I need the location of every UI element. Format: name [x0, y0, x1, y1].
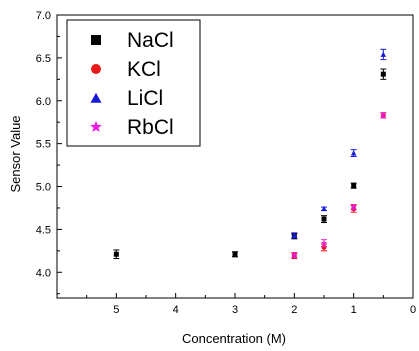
star-marker — [321, 240, 327, 246]
y-tick-label: 5.0 — [36, 182, 51, 194]
legend-label-nacl: NaCl — [127, 29, 174, 52]
y-tick-label: 6.5 — [36, 53, 51, 65]
data-layer — [113, 48, 387, 260]
data-point-nacl — [350, 182, 357, 189]
x-tick-label: 2 — [291, 304, 297, 316]
x-tick-label: 0 — [410, 304, 416, 316]
data-point-licl — [350, 149, 357, 157]
legend: NaCl KCl LiCl RbCl — [66, 19, 201, 147]
legend-circle-icon — [91, 64, 101, 74]
square-marker — [380, 71, 386, 77]
legend-label-licl: LiCl — [127, 87, 163, 110]
y-tick-label: 4.5 — [36, 224, 51, 236]
legend-square-icon — [91, 35, 101, 45]
legend-label-kcl: KCl — [127, 58, 161, 81]
square-marker — [321, 216, 327, 222]
data-point-nacl — [321, 215, 327, 224]
data-point-nacl — [232, 251, 238, 258]
triangle-marker — [291, 232, 298, 238]
triangle-marker — [380, 51, 387, 57]
legend-label-rbcl: RbCl — [127, 116, 174, 139]
x-tick-label: 1 — [351, 304, 357, 316]
y-tick-label: 7.0 — [36, 10, 51, 22]
data-point-rbcl — [350, 204, 357, 211]
y-tick-label: 4.0 — [36, 267, 51, 279]
y-tick-label: 5.5 — [36, 139, 51, 151]
data-point-rbcl — [380, 112, 387, 119]
data-point-nacl — [380, 68, 387, 80]
star-marker — [291, 252, 298, 258]
triangle-marker — [350, 150, 357, 156]
x-axis: 5 4 3 2 1 0 — [86, 293, 416, 316]
legend-box — [66, 19, 201, 147]
legend-triangle-icon — [90, 92, 102, 103]
star-marker — [350, 204, 357, 210]
square-marker — [351, 183, 357, 189]
y-axis: 4.0 4.5 5.0 5.5 6.0 6.5 7.0 — [36, 10, 62, 295]
square-marker — [232, 251, 238, 257]
data-point-rbcl — [321, 239, 327, 248]
x-tick-label: 3 — [232, 304, 238, 316]
y-axis-title: Sensor Value — [8, 115, 23, 192]
x-tick-label: 4 — [173, 304, 179, 316]
legend-star-icon — [90, 120, 102, 133]
data-point-licl — [291, 232, 298, 239]
triangle-marker — [321, 205, 327, 212]
square-marker — [113, 251, 119, 257]
x-axis-title: Concentration (M) — [182, 331, 286, 346]
y-tick-label: 6.0 — [36, 96, 51, 108]
x-tick-label: 5 — [113, 304, 119, 316]
star-marker — [380, 112, 387, 118]
data-point-licl — [380, 48, 387, 61]
data-point-nacl — [113, 249, 120, 260]
data-point-rbcl — [291, 252, 298, 259]
data-point-licl — [321, 205, 327, 212]
